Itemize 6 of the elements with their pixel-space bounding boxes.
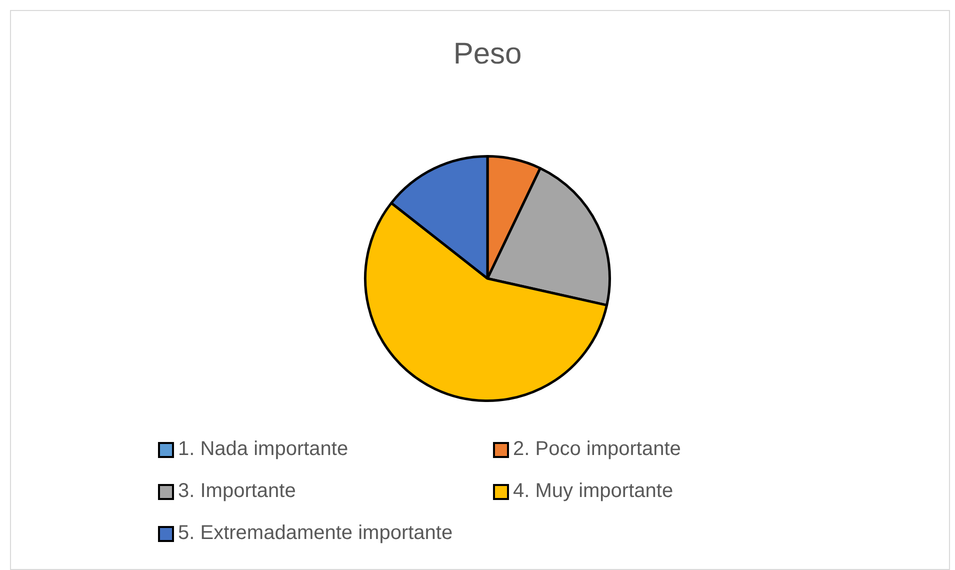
legend-label: 5. Extremadamente importante: [178, 522, 453, 545]
legend-label: 3. Importante: [178, 480, 296, 503]
legend-label: 1. Nada importante: [178, 438, 348, 461]
legend-label: 4. Muy importante: [513, 480, 674, 503]
legend-label: 2. Poco importante: [513, 438, 681, 461]
chart-title: Peso: [453, 37, 522, 70]
